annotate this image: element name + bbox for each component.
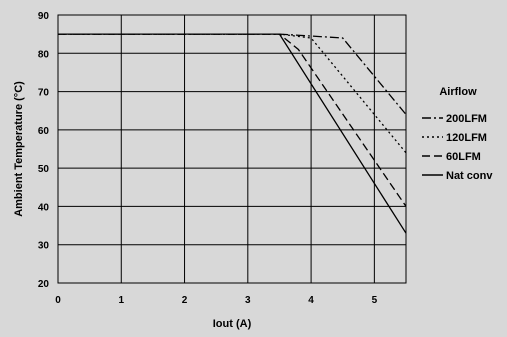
- x-tick-label: 1: [118, 295, 124, 306]
- y-tick-label: 90: [38, 11, 50, 22]
- y-tick-label: 20: [38, 279, 50, 290]
- series-line-nat-conv: [58, 33, 407, 234]
- legend-title: Airflow: [439, 86, 477, 98]
- grid-lines: [58, 15, 406, 283]
- legend-label: 120LFM: [446, 132, 487, 144]
- y-tick-label: 30: [38, 241, 50, 252]
- y-axis-label: Ambient Temperature (°C): [13, 81, 25, 217]
- y-tick-label: 80: [38, 49, 50, 60]
- x-tick-label: 2: [182, 295, 188, 306]
- x-tick-label: 4: [308, 295, 314, 306]
- legend-items: 200LFM 120LFM 60LFM Nat conv: [422, 113, 493, 182]
- plot-area: [57, 14, 407, 284]
- y-tick-label: 60: [38, 126, 50, 137]
- legend-label: 200LFM: [446, 113, 487, 125]
- legend-label: 60LFM: [446, 151, 481, 163]
- tick-labels: 0 1 2 3 4 5 20 30 40 50 60 70 80 90: [38, 11, 378, 306]
- x-axis-label: Iout (A): [213, 318, 252, 330]
- x-tick-label: 3: [245, 295, 251, 306]
- legend: Airflow 200LFM 120LFM 60LFM Nat conv: [422, 86, 493, 182]
- x-tick-label: 0: [55, 295, 61, 306]
- y-tick-label: 50: [38, 164, 50, 175]
- legend-label: Nat conv: [446, 170, 493, 182]
- series-lines: [58, 33, 407, 234]
- y-tick-label: 70: [38, 88, 50, 99]
- x-tick-label: 5: [372, 295, 378, 306]
- y-tick-label: 40: [38, 202, 50, 213]
